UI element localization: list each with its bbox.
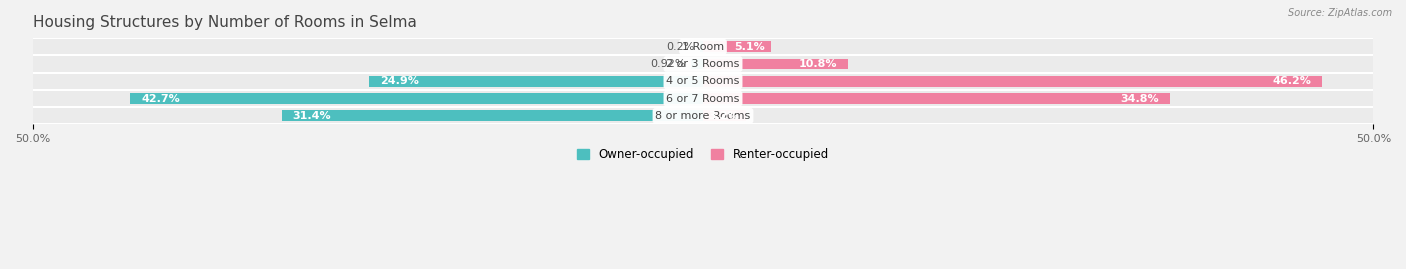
Bar — [32, 38, 1374, 55]
Bar — [690, 59, 703, 69]
Text: 46.2%: 46.2% — [1272, 76, 1312, 86]
Bar — [703, 76, 1323, 87]
Bar — [703, 111, 747, 121]
Text: 3.2%: 3.2% — [709, 111, 740, 121]
Text: 24.9%: 24.9% — [380, 76, 419, 86]
Text: 8 or more Rooms: 8 or more Rooms — [655, 111, 751, 121]
Text: 0.2%: 0.2% — [666, 42, 695, 52]
Text: Source: ZipAtlas.com: Source: ZipAtlas.com — [1288, 8, 1392, 18]
Text: 34.8%: 34.8% — [1121, 94, 1159, 104]
Bar — [703, 41, 772, 52]
Text: 10.8%: 10.8% — [799, 59, 837, 69]
Bar — [131, 93, 703, 104]
Bar — [32, 73, 1374, 90]
Bar — [703, 93, 1170, 104]
Bar — [283, 111, 703, 121]
Bar — [32, 55, 1374, 73]
Text: 5.1%: 5.1% — [734, 42, 765, 52]
Legend: Owner-occupied, Renter-occupied: Owner-occupied, Renter-occupied — [572, 144, 834, 166]
Text: Housing Structures by Number of Rooms in Selma: Housing Structures by Number of Rooms in… — [32, 15, 416, 30]
Text: 6 or 7 Rooms: 6 or 7 Rooms — [666, 94, 740, 104]
Bar — [32, 90, 1374, 107]
Text: 1 Room: 1 Room — [682, 42, 724, 52]
Bar — [370, 76, 703, 87]
Text: 0.92%: 0.92% — [650, 59, 685, 69]
Text: 42.7%: 42.7% — [141, 94, 180, 104]
Text: 2 or 3 Rooms: 2 or 3 Rooms — [666, 59, 740, 69]
Bar — [32, 107, 1374, 125]
Bar — [703, 59, 848, 69]
Bar — [700, 41, 703, 52]
Text: 4 or 5 Rooms: 4 or 5 Rooms — [666, 76, 740, 86]
Text: 31.4%: 31.4% — [292, 111, 332, 121]
